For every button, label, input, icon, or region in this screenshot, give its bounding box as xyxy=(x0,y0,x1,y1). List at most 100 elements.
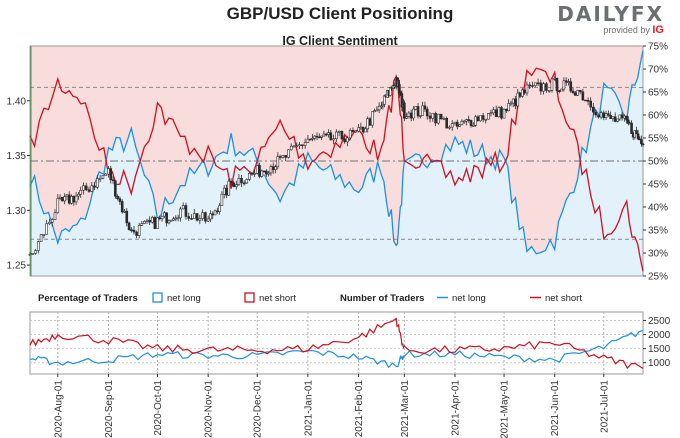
candle-body xyxy=(56,198,60,214)
candle-body xyxy=(377,105,381,111)
candle-body xyxy=(523,89,526,94)
left-axis-label: 1.35 xyxy=(7,151,27,162)
candle-body xyxy=(163,212,166,217)
candle-body xyxy=(190,218,193,220)
candle-body xyxy=(156,217,159,229)
candle-body xyxy=(262,170,266,173)
candle-body xyxy=(318,136,321,139)
candle-body xyxy=(37,241,40,251)
candle-body xyxy=(174,217,178,220)
candle-body xyxy=(123,210,126,213)
candle-body xyxy=(439,113,443,120)
candle-body xyxy=(227,180,231,196)
candle-body xyxy=(84,185,88,191)
x-axis-label: 2020-Dec-01 xyxy=(253,380,264,438)
candle-body xyxy=(343,138,346,143)
candle-body xyxy=(315,135,319,138)
candle-body xyxy=(542,83,545,92)
candle-body xyxy=(381,103,385,107)
candle-body xyxy=(346,137,349,143)
candle-body xyxy=(370,111,374,126)
candle-body xyxy=(445,117,448,129)
candle-body xyxy=(641,143,645,146)
candle-body xyxy=(120,201,124,213)
candle-body xyxy=(240,177,243,184)
candle-body xyxy=(61,196,64,202)
candle-body xyxy=(562,80,566,90)
candle-body xyxy=(242,182,246,185)
candle-body xyxy=(448,126,451,129)
candle-body xyxy=(507,103,510,112)
dailyfx-logo: DAILYFX provided by IG xyxy=(557,2,664,36)
candle-body xyxy=(364,128,367,133)
x-axis-label: 2021-Jul-01 xyxy=(599,380,610,433)
chart-subtitle: IG Client Sentiment xyxy=(282,34,398,48)
candle-body xyxy=(635,130,638,135)
candle-body xyxy=(423,105,427,110)
candle-body xyxy=(586,100,590,102)
candle-body xyxy=(234,184,238,188)
candle-body xyxy=(201,212,204,219)
candle-body xyxy=(195,213,199,221)
candle-body xyxy=(213,210,217,216)
candle-body xyxy=(456,121,459,127)
candle-body xyxy=(250,173,254,175)
candle-body xyxy=(209,213,212,220)
candle-body xyxy=(276,156,280,167)
candle-body xyxy=(416,106,420,117)
candle-body xyxy=(518,92,522,97)
candle-body xyxy=(329,132,333,141)
candle-body xyxy=(487,113,490,120)
x-axis-label: 2021-Jan-01 xyxy=(303,380,314,437)
candle-body xyxy=(630,122,633,134)
candle-body xyxy=(96,178,99,188)
candle-body xyxy=(547,90,551,92)
candle-body xyxy=(462,120,466,123)
candle-body xyxy=(140,223,144,226)
x-axis-label: 2021-Mar-01 xyxy=(400,380,411,438)
candle-body xyxy=(289,145,293,151)
candle-body xyxy=(48,221,51,225)
candle-body xyxy=(187,216,191,219)
candle-body xyxy=(502,108,506,119)
candle-body xyxy=(87,189,91,192)
candle-body xyxy=(93,185,96,188)
legend-pct-title: Percentage of Traders xyxy=(38,293,138,304)
candle-body xyxy=(442,117,446,120)
legend-num-short-label: net short xyxy=(545,293,582,304)
candle-body xyxy=(597,114,600,118)
candle-body xyxy=(351,129,355,133)
candle-body xyxy=(153,217,157,229)
candle-body xyxy=(383,95,386,105)
right-axis-label: 40% xyxy=(648,203,668,214)
candle-body xyxy=(359,126,363,129)
candle-body xyxy=(419,115,422,117)
candle-body xyxy=(267,172,270,175)
candle-body xyxy=(525,84,529,94)
left-axis-label: 1.40 xyxy=(7,96,27,107)
candle-body xyxy=(70,196,73,204)
candle-body xyxy=(492,109,495,114)
candle-body xyxy=(58,196,62,199)
candle-body xyxy=(165,212,168,224)
candle-body xyxy=(453,121,457,124)
candle-body xyxy=(414,106,418,110)
candle-body xyxy=(428,115,432,119)
candle-body xyxy=(132,229,136,233)
candle-body xyxy=(337,130,341,133)
candle-body xyxy=(169,219,173,222)
candle-body xyxy=(303,142,307,146)
candle-body xyxy=(111,179,115,182)
candle-body xyxy=(222,187,226,195)
candle-body xyxy=(592,106,595,113)
candle-body xyxy=(237,177,241,185)
right-axis-label: 45% xyxy=(648,180,668,191)
candle-body xyxy=(555,78,559,92)
candle-body xyxy=(308,138,312,141)
candle-body xyxy=(82,185,85,191)
candle-body xyxy=(79,189,82,195)
candle-body xyxy=(220,193,224,206)
right-axis-label: 50% xyxy=(648,157,668,168)
candle-body xyxy=(278,156,282,158)
candle-body xyxy=(479,115,482,122)
